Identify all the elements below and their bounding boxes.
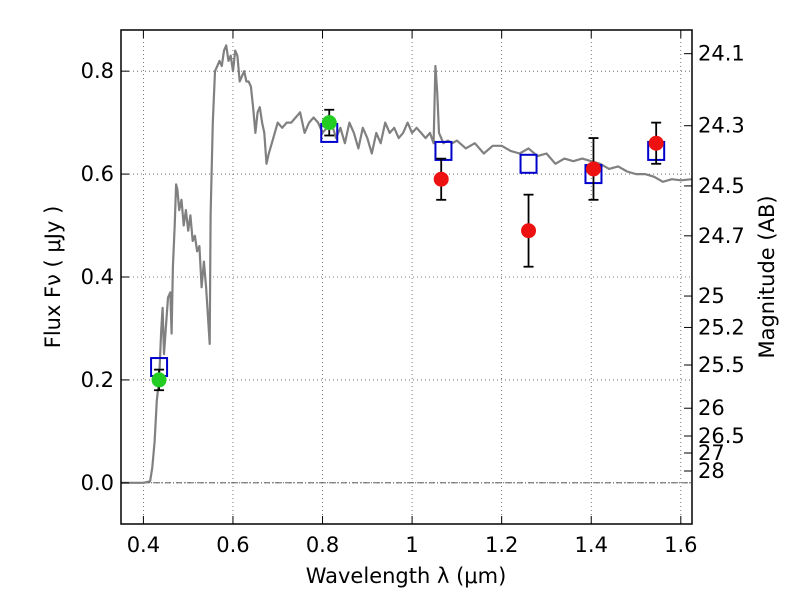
observed-points bbox=[151, 115, 664, 388]
right-tick-label: 25.2 bbox=[698, 315, 745, 339]
x-tick-label: 1.2 bbox=[485, 533, 518, 557]
y-axis-ticks: 0.0 0.2 0.4 0.6 0.8 bbox=[81, 59, 129, 495]
observed-flux-point bbox=[648, 135, 664, 151]
grid bbox=[121, 30, 692, 524]
x-tick-label: 1.4 bbox=[575, 533, 608, 557]
model-photometry-squares bbox=[150, 122, 666, 378]
y-tick-label: 0.6 bbox=[81, 162, 114, 186]
x-tick-label: 1.6 bbox=[664, 533, 697, 557]
y-tick-label: 0.8 bbox=[81, 59, 114, 83]
right-tick-label: 28 bbox=[698, 459, 725, 483]
right-tick-label: 24.3 bbox=[698, 114, 745, 138]
x-tick-label: 0.6 bbox=[216, 533, 249, 557]
model-photometry-square bbox=[434, 140, 453, 161]
x-axis-ticks: 0.4 0.6 0.8 1 1.2 1.4 1.6 bbox=[127, 30, 698, 557]
observed-flux-point bbox=[521, 223, 537, 239]
x-axis-label: Wavelength λ (μm) bbox=[306, 564, 507, 588]
y-axis-label: Flux Fν ( μJy ) bbox=[41, 206, 65, 349]
observed-flux-point bbox=[585, 161, 601, 177]
right-tick-label: 25 bbox=[698, 284, 725, 308]
x-tick-label: 1 bbox=[405, 533, 418, 557]
error-bars bbox=[154, 108, 662, 392]
x-tick-label: 0.4 bbox=[127, 533, 160, 557]
y-tick-label: 0.2 bbox=[81, 368, 114, 392]
right-tick-label: 26 bbox=[698, 396, 725, 420]
right-tick-label: 26.5 bbox=[698, 424, 745, 448]
observed-flux-point bbox=[151, 372, 167, 388]
right-tick-label: 25.5 bbox=[698, 353, 745, 377]
observed-flux-point bbox=[321, 115, 337, 131]
model-spectrum-line bbox=[121, 44, 693, 484]
x-tick-label: 0.8 bbox=[306, 533, 339, 557]
right-tick-label: 24.5 bbox=[698, 174, 745, 198]
right-tick-label: 24.7 bbox=[698, 224, 745, 248]
model-spectrum bbox=[121, 44, 693, 484]
y-right-axis-label: Magnitude (AB) bbox=[755, 195, 779, 358]
plot-frame bbox=[120, 29, 693, 525]
observed-flux-point bbox=[433, 171, 449, 187]
y-tick-label: 0.0 bbox=[81, 471, 114, 495]
model-photometry-square bbox=[519, 153, 538, 174]
y-tick-label: 0.4 bbox=[81, 265, 114, 289]
right-tick-label: 24.1 bbox=[698, 42, 745, 66]
right-tick-label: 27 bbox=[698, 441, 725, 465]
